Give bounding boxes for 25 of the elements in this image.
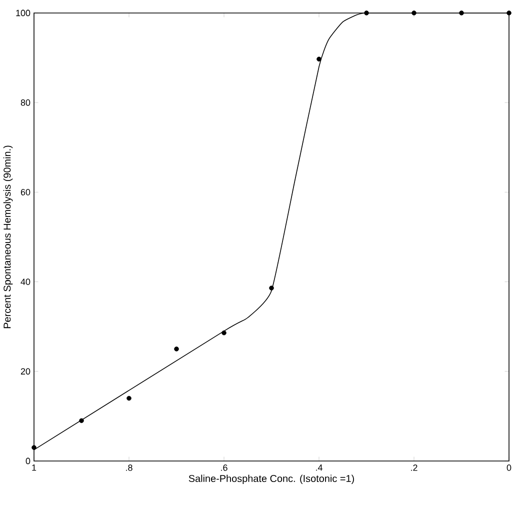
point — [174, 346, 179, 352]
point — [79, 418, 84, 424]
point — [412, 10, 416, 16]
x-tick-label: .4 — [316, 464, 322, 471]
point — [506, 10, 512, 16]
x-tick-label: .2 — [411, 464, 418, 471]
y-tick-label: 40 — [20, 278, 30, 285]
y-axis-title: Percent Spontaneous Hemolysis (90min.) — [3, 146, 13, 328]
y-tick-label: 60 — [20, 189, 30, 196]
x-tick-label: .8 — [126, 464, 132, 471]
x-tick-label: 0 — [506, 464, 512, 471]
y-tick-label: 80 — [20, 99, 30, 106]
y-tick-label: 0 — [26, 458, 30, 464]
point — [126, 396, 132, 401]
point — [364, 10, 369, 16]
x-axis-title: Saline-Phosphate Conc. (Isotonic =1) — [188, 474, 354, 484]
x-tick-label: 1 — [32, 464, 36, 471]
point — [459, 10, 464, 16]
point — [269, 286, 274, 290]
point — [222, 330, 226, 336]
x-tick-label: .6 — [221, 464, 228, 471]
point — [316, 56, 322, 62]
y-tick-label: 100 — [16, 10, 30, 16]
y-tick-label: 20 — [20, 368, 30, 375]
point — [32, 445, 36, 450]
